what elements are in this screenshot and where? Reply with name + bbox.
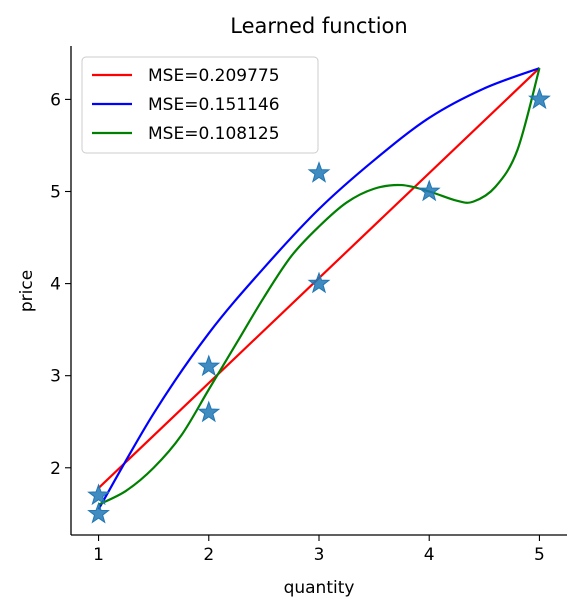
x-tick-label: 2 — [203, 545, 214, 565]
scatter-point — [197, 400, 221, 423]
y-tick-label: 6 — [50, 90, 61, 110]
x-axis-label: quantity — [284, 578, 355, 598]
x-axis-ticks: 1 2 3 4 5 — [93, 535, 545, 565]
x-tick-label: 5 — [534, 545, 545, 565]
y-axis-ticks: 2 3 4 5 6 — [50, 90, 71, 479]
scatter-point — [417, 179, 441, 202]
legend-label: MSE=0.108125 — [148, 124, 280, 144]
scatter-markers — [87, 87, 551, 524]
y-tick-label: 2 — [50, 459, 61, 479]
legend-frame — [81, 56, 319, 154]
x-tick-label: 4 — [424, 545, 435, 565]
plot-area — [87, 67, 551, 524]
chart-title: Learned function — [230, 14, 407, 38]
series-line-2 — [97, 67, 540, 510]
scatter-point — [307, 161, 331, 183]
y-tick-label: 4 — [50, 275, 61, 295]
scatter-point — [307, 271, 331, 294]
x-tick-label: 1 — [93, 545, 104, 565]
scatter-point — [197, 354, 221, 377]
legend-label: MSE=0.209775 — [148, 66, 280, 86]
legend: MSE=0.209775 MSE=0.151146 MSE=0.108125 — [81, 56, 319, 154]
scatter-point — [87, 483, 110, 506]
scatter-point — [87, 501, 110, 524]
y-axis-label: price — [17, 270, 37, 312]
y-tick-label: 3 — [50, 367, 61, 387]
x-tick-label: 3 — [314, 545, 325, 565]
series-line-3 — [98, 67, 541, 506]
legend-label: MSE=0.151146 — [148, 95, 280, 115]
scatter-point — [528, 87, 551, 110]
y-tick-label: 5 — [50, 183, 61, 203]
